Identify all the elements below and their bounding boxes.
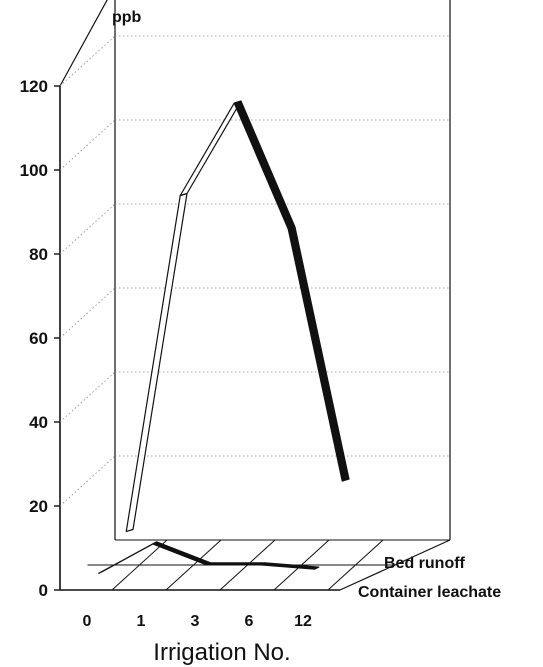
x-tick-label: 0 (83, 613, 92, 630)
y-tick-label: 80 (29, 245, 48, 264)
gridline-left-wall (59, 455, 116, 507)
bed-runoff-ribbon-segment (233, 100, 296, 230)
floor-column-divider (165, 539, 222, 591)
chart-walls (59, 0, 451, 590)
series-label-bed-runoff: Bed runoff (384, 555, 466, 572)
y-tick-label: 0 (39, 581, 48, 600)
y-tick-label: 120 (20, 77, 48, 96)
floor-column-divider (327, 539, 384, 591)
y-tick-label: 100 (20, 161, 48, 180)
gridlines (54, 35, 450, 591)
y-tick-label: 40 (29, 413, 48, 432)
bed-runoff-ribbon-segment (125, 192, 188, 533)
floor-column-divider (111, 539, 168, 591)
gridline-left-wall (59, 371, 116, 423)
x-tick-label: 3 (191, 613, 200, 630)
container-leachate-ribbon-segment (260, 562, 320, 570)
series-ribbons (98, 100, 350, 574)
series-label-container-leachate: Container leachate (358, 584, 501, 601)
container-leachate-ribbon-segment (152, 541, 212, 566)
bed-runoff-ribbon-segment (179, 100, 242, 197)
gridline-left-wall (59, 35, 116, 87)
y-tick-label: 20 (29, 497, 48, 516)
x-tick-labels: 0 1 3 6 12 (83, 613, 312, 630)
gridline-left-wall (59, 287, 116, 339)
y-tick-label: 60 (29, 329, 48, 348)
x-tick-label: 1 (137, 613, 146, 630)
x-tick-label: 12 (294, 613, 312, 630)
floor-column-divider (273, 539, 330, 591)
gridline-left-wall (59, 203, 116, 255)
y-axis-unit: ppb (112, 9, 142, 26)
x-tick-label: 6 (245, 613, 254, 630)
y-tick-labels: 0 20 40 60 80 100 120 (20, 77, 48, 600)
container-leachate-ribbon-segment (206, 562, 266, 566)
bed-runoff-ribbon-segment (287, 226, 350, 482)
x-axis-title: Irrigation No. (153, 639, 290, 666)
gridline-left-wall (59, 119, 116, 171)
left-wall-top-edge (59, 0, 108, 87)
